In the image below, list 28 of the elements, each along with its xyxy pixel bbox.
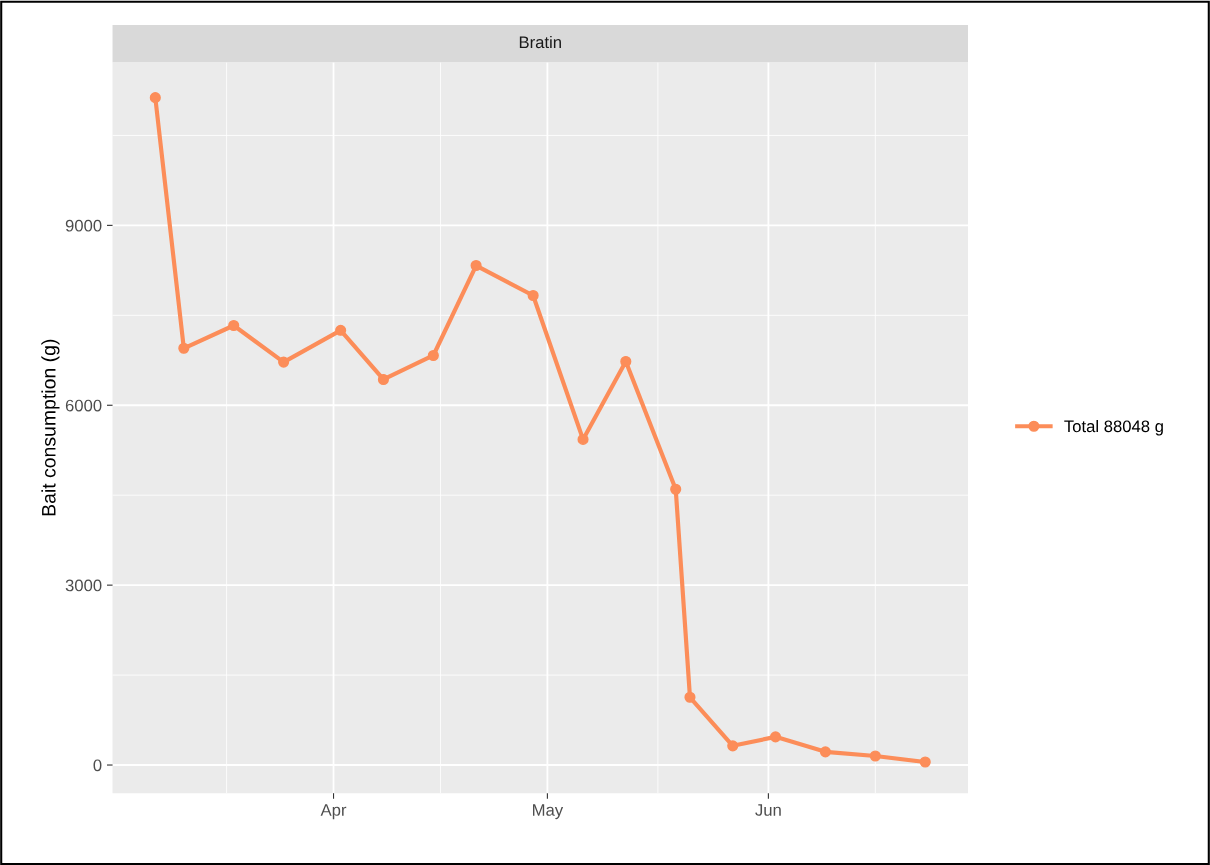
point xyxy=(278,356,290,368)
point xyxy=(178,342,190,354)
point xyxy=(620,355,632,368)
y-tick-label: 9000 xyxy=(65,219,102,232)
point xyxy=(527,289,539,302)
point xyxy=(149,92,161,104)
legend-label: Total 88048 g xyxy=(1064,419,1163,436)
point xyxy=(727,740,739,752)
point xyxy=(427,349,439,362)
point xyxy=(470,259,482,272)
point xyxy=(228,319,240,332)
y-tick-label: 3000 xyxy=(65,579,102,592)
point xyxy=(769,731,782,743)
point xyxy=(919,756,931,768)
point xyxy=(377,373,389,386)
point xyxy=(335,324,347,336)
point xyxy=(869,750,881,762)
x-tick-label: Apr xyxy=(320,804,347,820)
x-tick-label: May xyxy=(533,804,564,820)
point xyxy=(670,483,682,495)
chart-title: Bratin xyxy=(519,35,561,49)
y-axis-title: Bait consumption (g) xyxy=(41,339,60,516)
x-tick-label: Jun xyxy=(755,804,781,816)
y-tick-label: 6000 xyxy=(65,399,102,412)
point xyxy=(684,691,696,703)
point xyxy=(577,433,589,445)
point xyxy=(819,746,831,758)
y-tick-label: 0 xyxy=(93,759,102,772)
